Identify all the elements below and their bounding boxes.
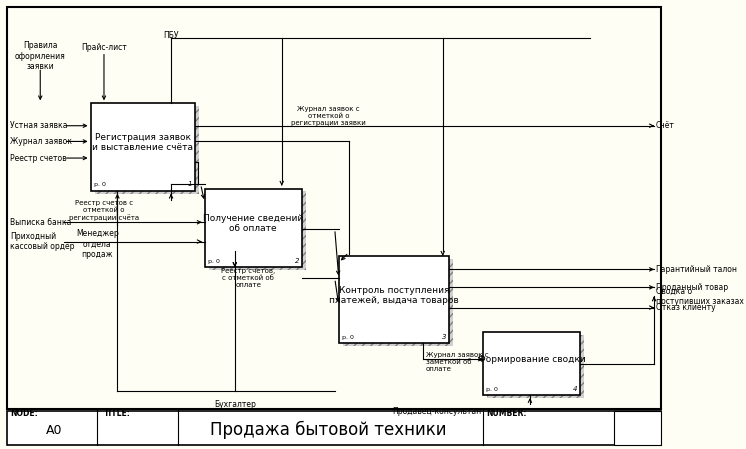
Text: Сводка о
поступивших заказах: Сводка о поступивших заказах <box>656 286 744 306</box>
Text: Менеджер
отдела
продаж: Менеджер отдела продаж <box>76 229 119 259</box>
Bar <box>204 189 302 267</box>
Text: Счёт: Счёт <box>656 121 675 130</box>
Bar <box>7 7 661 409</box>
Text: Отказ клиенту: Отказ клиенту <box>656 303 715 312</box>
Text: р. 0: р. 0 <box>208 259 220 264</box>
Text: Журнал заявок с
заметкой об
оплате: Журнал заявок с заметкой об оплате <box>426 352 489 373</box>
Text: Реестр счетов,
с отметкой об
оплате: Реестр счетов, с отметкой об оплате <box>221 269 275 288</box>
Text: TITLE:: TITLE: <box>104 409 131 418</box>
Text: Устная заявка: Устная заявка <box>10 121 68 130</box>
Text: р. 0: р. 0 <box>94 182 106 187</box>
Text: Журнал заявок: Журнал заявок <box>10 137 72 146</box>
Bar <box>90 103 195 191</box>
Bar <box>343 259 454 346</box>
Text: Регистрация заявок
и выставление счёта: Регистрация заявок и выставление счёта <box>92 133 193 152</box>
Text: 1: 1 <box>187 181 192 187</box>
Text: Журнал заявок с
отметкой о
регистрации заявки: Журнал заявок с отметкой о регистрации з… <box>292 106 366 126</box>
Text: 3: 3 <box>442 334 447 340</box>
Text: Гарантийный талон: Гарантийный талон <box>656 265 737 274</box>
Bar <box>339 256 450 343</box>
Text: Формирование сводки: Формирование сводки <box>477 355 586 364</box>
Text: A0: A0 <box>46 424 62 436</box>
Text: Прайс-лист: Прайс-лист <box>81 43 127 52</box>
Text: Бухгалтер: Бухгалтер <box>214 400 256 409</box>
Text: Продавец-консультант: Продавец-консультант <box>392 407 486 416</box>
Text: р. 0: р. 0 <box>342 335 354 340</box>
Text: 2: 2 <box>295 258 299 264</box>
Text: Контроль поступления
платежей, выдача товаров: Контроль поступления платежей, выдача то… <box>329 286 459 305</box>
Text: Реестр счетов с
отметкой о
регистрации счёта: Реестр счетов с отметкой о регистрации с… <box>69 200 139 221</box>
Text: 4: 4 <box>573 386 577 392</box>
Text: Проданный товар: Проданный товар <box>656 283 728 292</box>
Bar <box>95 106 198 194</box>
Text: NODE:: NODE: <box>10 409 38 418</box>
Bar <box>487 335 584 398</box>
Bar <box>209 191 306 270</box>
Bar <box>614 411 661 445</box>
Text: Продажа бытовой техники: Продажа бытовой техники <box>210 421 447 439</box>
Text: Реестр счетов: Реестр счетов <box>10 154 66 163</box>
Bar <box>483 332 580 395</box>
Text: р. 0: р. 0 <box>486 387 498 392</box>
Text: Выписка банка: Выписка банка <box>10 218 72 227</box>
Text: Правила
оформления
заявки: Правила оформления заявки <box>15 41 66 71</box>
Text: Приходный
кассовый ордер: Приходный кассовый ордер <box>10 232 75 251</box>
Bar <box>7 411 661 445</box>
Text: Получение сведений
об оплате: Получение сведений об оплате <box>203 214 304 233</box>
Text: NUMBER:: NUMBER: <box>486 409 527 418</box>
Text: ПБУ: ПБУ <box>163 31 179 40</box>
